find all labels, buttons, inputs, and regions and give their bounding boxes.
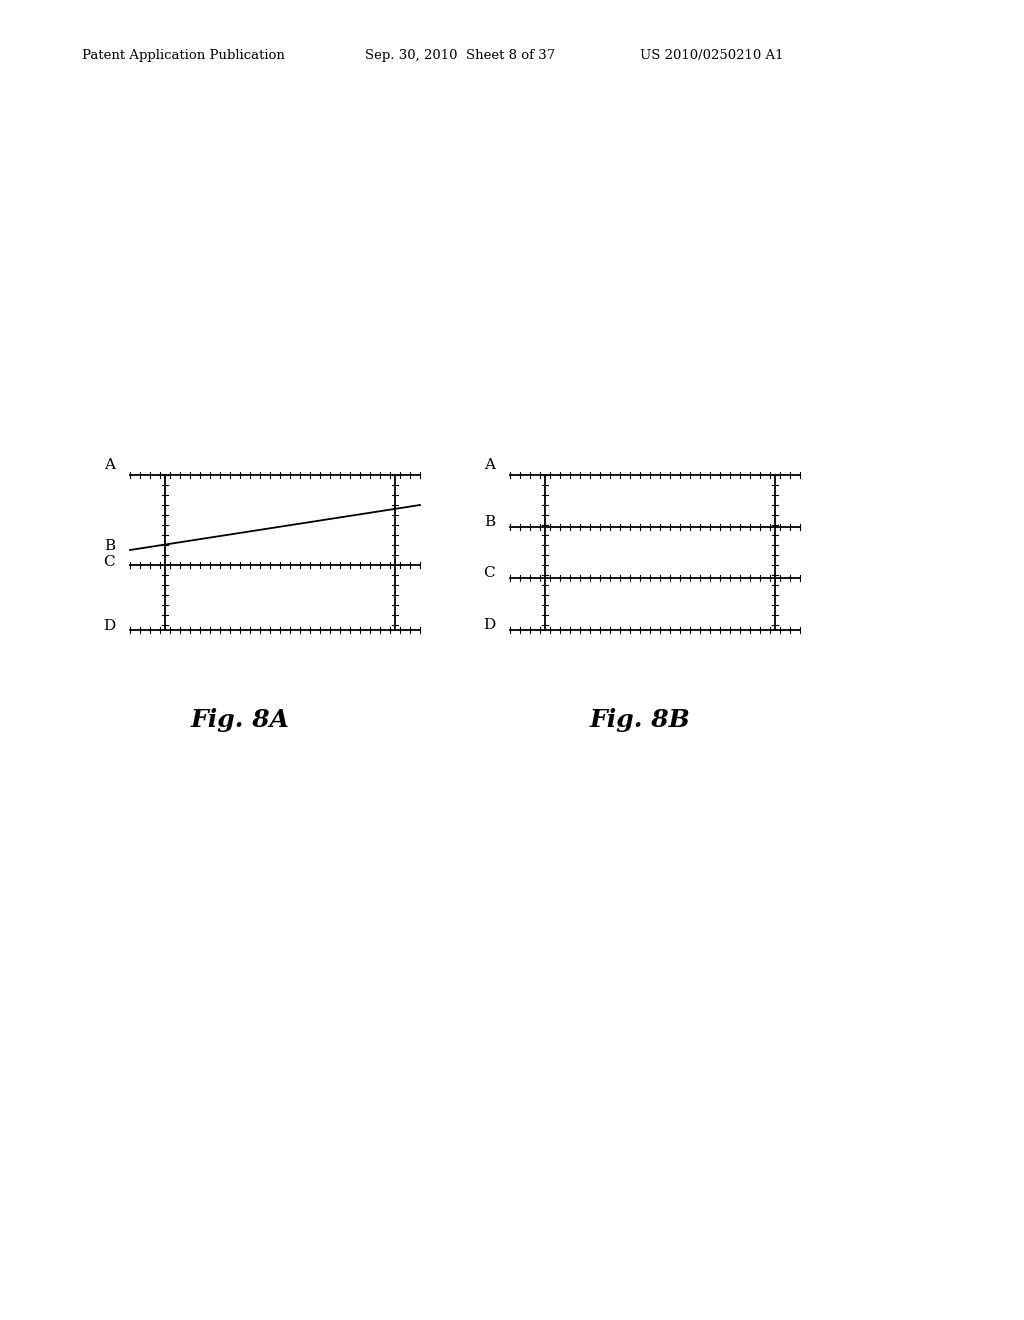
Text: D: D — [102, 619, 115, 634]
Text: A: A — [104, 458, 115, 473]
Text: C: C — [483, 566, 495, 579]
Text: B: B — [484, 515, 495, 529]
Text: A: A — [484, 458, 495, 473]
Text: B: B — [103, 539, 115, 553]
Text: Patent Application Publication: Patent Application Publication — [82, 49, 285, 62]
Text: US 2010/0250210 A1: US 2010/0250210 A1 — [640, 49, 783, 62]
Text: Fig. 8A: Fig. 8A — [190, 708, 290, 733]
Text: C: C — [103, 554, 115, 569]
Text: Sep. 30, 2010  Sheet 8 of 37: Sep. 30, 2010 Sheet 8 of 37 — [365, 49, 555, 62]
Text: Fig. 8B: Fig. 8B — [590, 708, 690, 733]
Text: D: D — [482, 618, 495, 632]
